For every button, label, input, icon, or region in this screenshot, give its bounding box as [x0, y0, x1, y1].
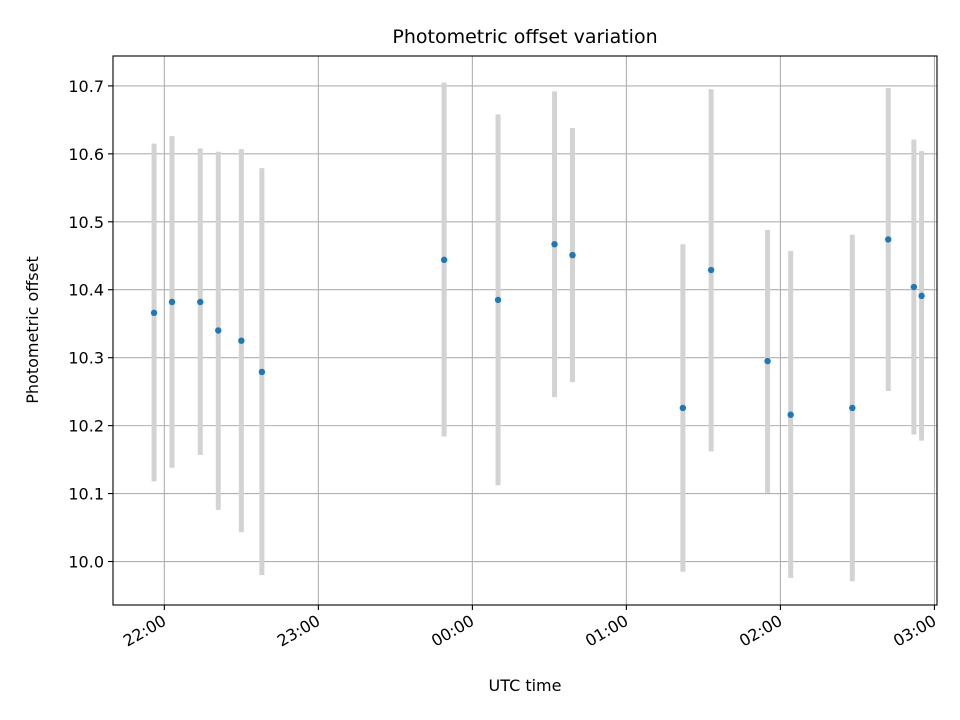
y-tick-label: 10.1: [68, 485, 104, 504]
y-axis-title: Photometric offset: [23, 256, 42, 404]
data-point: [910, 283, 918, 291]
data-point: [551, 241, 558, 248]
data-point: [679, 404, 687, 412]
data-point: [258, 368, 266, 376]
y-tick-label: 10.5: [68, 213, 104, 232]
data-point: [787, 411, 794, 418]
data-point: [494, 296, 502, 304]
data-point: [197, 298, 204, 306]
data-point: [238, 337, 245, 344]
data-point: [707, 266, 715, 274]
data-point: [885, 236, 892, 243]
data-point: [764, 357, 771, 365]
grid-layer: [113, 56, 937, 605]
point-layer: [150, 236, 925, 418]
data-point: [168, 298, 176, 306]
data-point: [440, 256, 448, 264]
y-tick-label: 10.4: [68, 281, 104, 300]
y-tick-label: 10.2: [68, 417, 104, 436]
data-point: [849, 404, 856, 412]
y-tick-label: 10.6: [68, 145, 104, 164]
data-point: [150, 309, 158, 317]
y-tick-label: 10.3: [68, 349, 104, 368]
y-tick-label: 10.7: [68, 77, 104, 96]
chart-title: Photometric offset variation: [392, 26, 657, 48]
x-axis-title: UTC time: [489, 676, 562, 695]
plot-frame: [112, 55, 938, 606]
y-tick-label: 10.0: [68, 553, 104, 572]
data-point: [215, 327, 222, 334]
data-point: [569, 251, 576, 259]
data-point: [918, 292, 925, 300]
